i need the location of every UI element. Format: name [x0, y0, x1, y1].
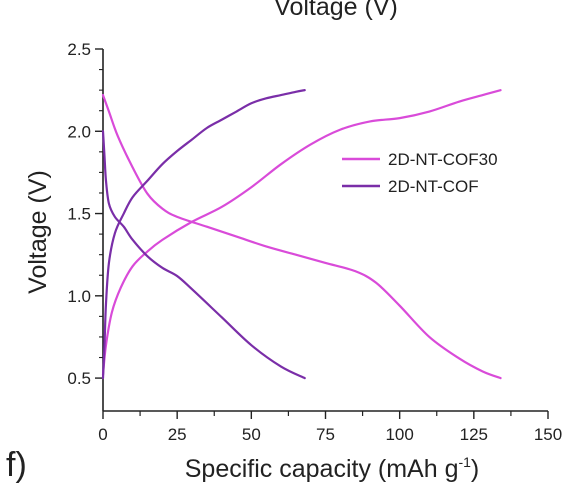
x-tick-label: 150 [534, 425, 562, 444]
series-line-2d-nt-cof-charge [101, 89, 306, 380]
legend-label-2d-nt-cof30: 2D-NT-COF30 [388, 150, 498, 169]
x-tick-label: 100 [385, 425, 413, 444]
plot-area: 0 25 50 75 100 125 150 0.5 1.0 1.5 2.0 2.5 [67, 40, 562, 444]
y-tick-label: 2.5 [67, 40, 91, 59]
x-axis-title-main: Specific capacity (mAh g [185, 455, 459, 483]
legend-label-2d-nt-cof: 2D-NT-COF [388, 177, 479, 196]
y-tick-label: 0.5 [67, 369, 91, 388]
series-line-2d-nt-cof30-discharge [101, 93, 502, 380]
y-tick-label: 2.0 [67, 122, 91, 141]
series-line-2d-nt-cof30-charge [101, 89, 502, 376]
y-tick-label: 1.0 [67, 287, 91, 306]
x-tick-label: 50 [242, 425, 261, 444]
x-axis-title-close: ) [471, 455, 479, 483]
panel-label: f) [6, 446, 27, 484]
legend: 2D-NT-COF30 2D-NT-COF [342, 150, 498, 196]
x-tick-label: 25 [168, 425, 187, 444]
x-axis-title: Specific capacity (mAh g-1) [185, 454, 480, 483]
top-partial-title: Voltage (V) [274, 0, 398, 21]
x-axis-title-sup: -1 [458, 454, 471, 470]
y-tick-label: 1.5 [67, 205, 91, 224]
x-tick-label: 125 [460, 425, 488, 444]
x-tick-label: 0 [98, 425, 107, 444]
y-axis-title: Voltage (V) [24, 170, 52, 294]
x-tick-label: 75 [316, 425, 335, 444]
series-line-2d-nt-cof-discharge [101, 130, 306, 380]
